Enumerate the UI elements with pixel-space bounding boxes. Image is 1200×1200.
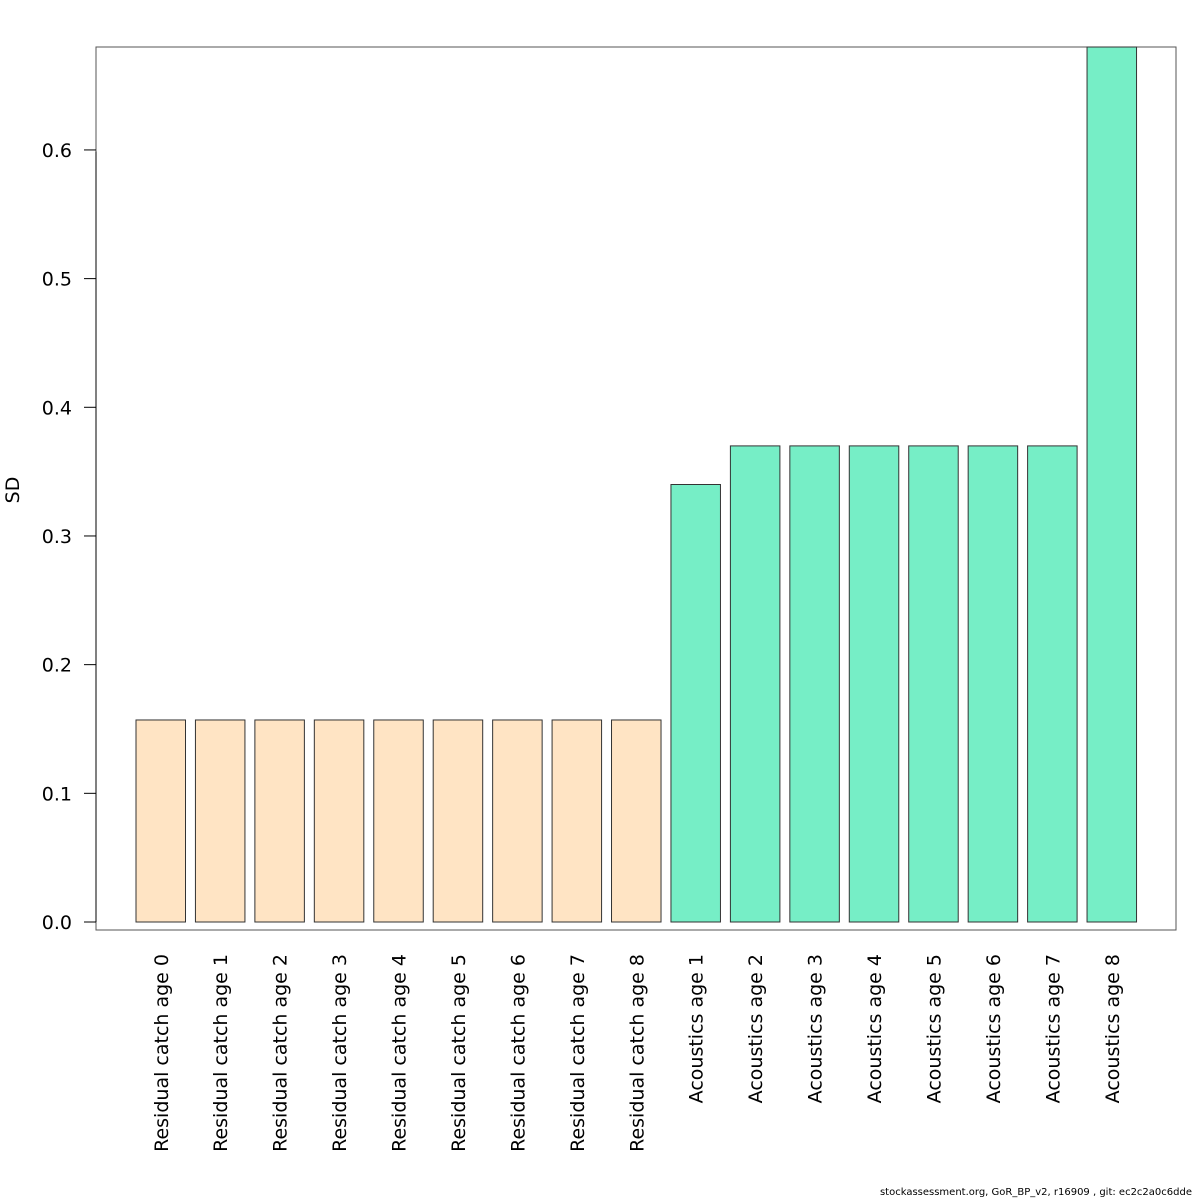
y-tick-label: 0.3 [42,526,72,548]
bar-2 [194,719,246,923]
bar-12 [789,445,840,923]
x-tick-label: Residual catch age 5 [448,954,470,1152]
y-tick-label: 0.5 [42,269,72,291]
x-tick-label: Acoustics age 4 [864,954,886,1103]
x-tick-label: Residual catch age 3 [329,954,351,1152]
y-tick-label: 0.2 [42,655,72,677]
bar-7 [492,719,543,923]
bar-4 [313,719,365,923]
x-labels-group: Residual catch age 0 Residual catch age 1… [151,954,1124,1152]
x-tick-label: Residual catch age 0 [151,954,173,1152]
x-tick-label: Residual catch age 2 [270,954,292,1152]
y-tick-label: 0.6 [42,140,72,162]
x-tick-label: Residual catch age 7 [567,954,589,1152]
bars-group [135,46,1138,923]
x-tick-label: Acoustics age 1 [686,954,708,1103]
x-tick-label: Acoustics age 2 [745,954,767,1103]
x-tick-label: Acoustics age 5 [923,954,945,1103]
y-ticks-group: 0.0 0.1 0.2 0.3 0.4 0.5 0.6 [42,140,96,934]
y-tick-label: 0.4 [42,397,72,419]
bar-14 [908,445,959,923]
x-tick-label: Residual catch age 1 [210,954,232,1152]
x-tick-label: Acoustics age 8 [1102,954,1124,1103]
y-tick-label: 0.0 [42,912,72,934]
x-tick-label: Acoustics age 6 [983,954,1005,1103]
bar-3 [254,719,305,923]
x-tick-label: Acoustics age 3 [805,954,827,1103]
bar-16 [1027,445,1078,923]
x-tick-label: Acoustics age 7 [1042,954,1064,1103]
bar-1 [135,719,186,923]
y-axis-label: SD [2,477,24,504]
bar-8 [551,719,603,923]
x-tick-label: Residual catch age 8 [626,954,648,1152]
x-tick-label: Residual catch age 6 [507,954,529,1152]
footer-text: stockassessment.org, GoR_BP_v2, r16909 ,… [879,1187,1192,1198]
bar-5 [373,719,424,923]
bar-11 [729,445,781,923]
bar-6 [432,719,484,923]
bar-15 [967,445,1019,923]
bar-9 [611,719,662,923]
x-tick-label: Residual catch age 4 [389,954,411,1152]
bar-10 [670,484,721,923]
y-tick-label: 0.1 [42,783,72,805]
bar-17 [1086,46,1138,923]
bar-13 [848,445,900,923]
